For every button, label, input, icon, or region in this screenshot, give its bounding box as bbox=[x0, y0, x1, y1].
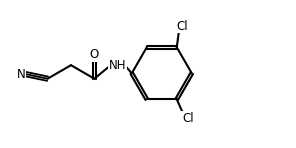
Text: N: N bbox=[17, 67, 25, 81]
Text: O: O bbox=[90, 48, 99, 61]
Text: NH: NH bbox=[109, 59, 126, 72]
Text: Cl: Cl bbox=[182, 112, 194, 125]
Text: Cl: Cl bbox=[177, 20, 188, 33]
